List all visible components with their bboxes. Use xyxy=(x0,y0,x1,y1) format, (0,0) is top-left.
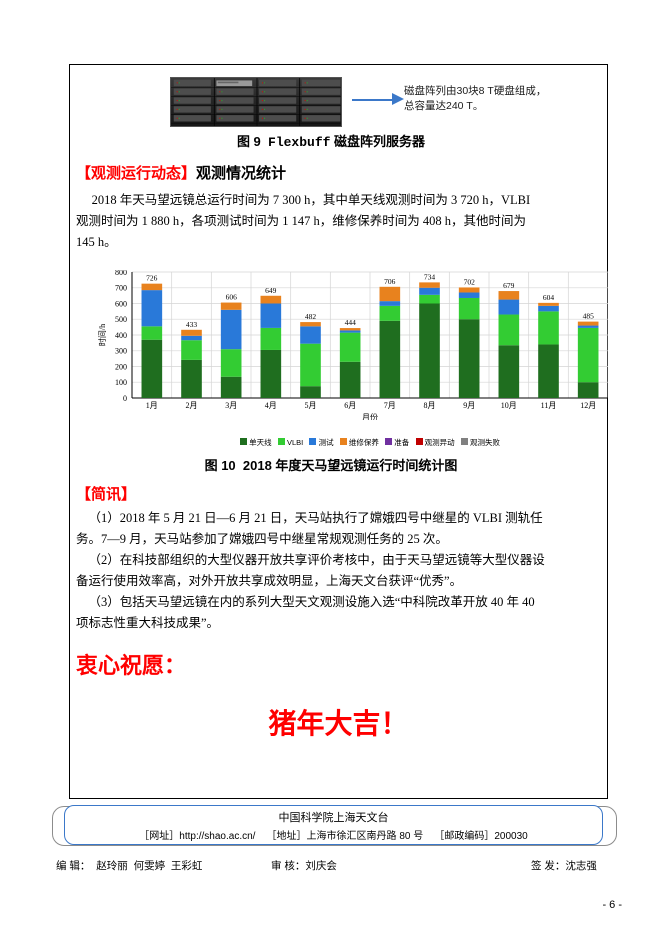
svg-text:649: 649 xyxy=(265,286,277,295)
svg-text:4月: 4月 xyxy=(265,401,277,410)
svg-text:706: 706 xyxy=(384,277,396,286)
svg-text:月份: 月份 xyxy=(362,412,378,420)
svg-text:200: 200 xyxy=(115,362,127,371)
svg-text:300: 300 xyxy=(115,347,127,356)
svg-text:679: 679 xyxy=(503,281,515,290)
svg-text:433: 433 xyxy=(186,320,198,329)
svg-text:702: 702 xyxy=(464,277,476,286)
svg-text:1月: 1月 xyxy=(146,401,158,410)
svg-text:604: 604 xyxy=(543,293,555,302)
svg-text:12月: 12月 xyxy=(580,401,596,410)
svg-text:3月: 3月 xyxy=(225,401,237,410)
svg-text:600: 600 xyxy=(115,299,127,308)
svg-text:6月: 6月 xyxy=(344,401,356,410)
svg-text:11月: 11月 xyxy=(541,401,557,410)
svg-text:734: 734 xyxy=(424,272,436,281)
svg-text:482: 482 xyxy=(305,312,317,321)
svg-text:485: 485 xyxy=(583,312,595,321)
svg-text:时间/h: 时间/h xyxy=(97,324,107,346)
svg-text:10月: 10月 xyxy=(501,401,517,410)
svg-text:444: 444 xyxy=(345,318,357,327)
svg-text:800: 800 xyxy=(115,270,127,277)
svg-text:0: 0 xyxy=(123,394,127,403)
svg-text:606: 606 xyxy=(226,293,238,302)
svg-text:9月: 9月 xyxy=(463,401,475,410)
svg-text:5月: 5月 xyxy=(305,401,317,410)
svg-text:8月: 8月 xyxy=(424,401,436,410)
svg-text:500: 500 xyxy=(115,315,127,324)
svg-text:700: 700 xyxy=(115,284,127,293)
svg-text:2月: 2月 xyxy=(186,401,198,410)
svg-text:7月: 7月 xyxy=(384,401,396,410)
svg-text:726: 726 xyxy=(146,274,158,283)
svg-text:400: 400 xyxy=(115,331,127,340)
svg-text:100: 100 xyxy=(115,378,127,387)
